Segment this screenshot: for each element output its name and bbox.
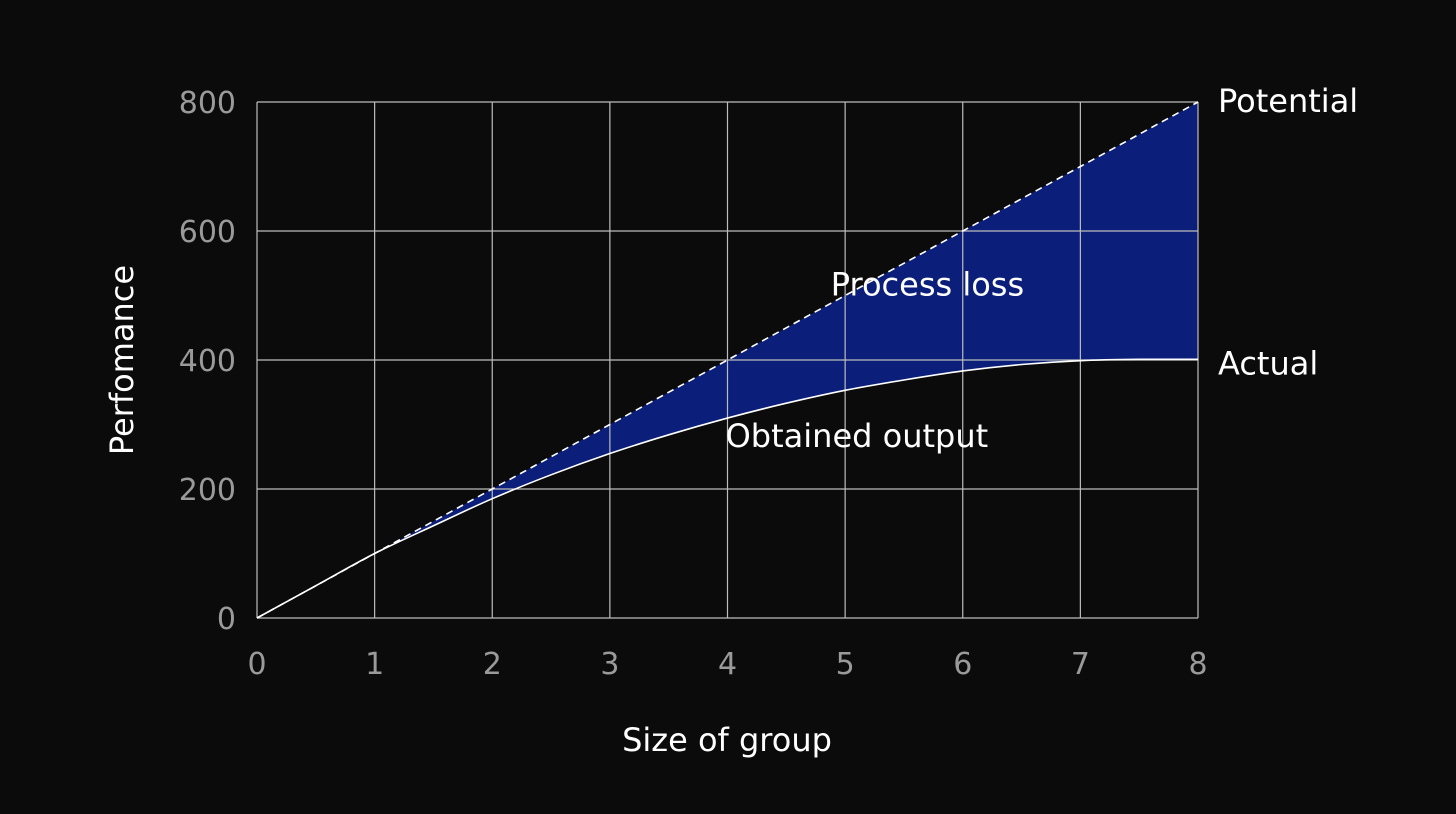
tick-labels: 0 1 2 3 4 5 6 7 8 0 200 400 600 800 (179, 86, 1208, 682)
y-tick-label-800: 800 (179, 86, 236, 121)
grid (256, 101, 1199, 619)
x-tick-label-2: 2 (483, 647, 502, 682)
y-tick-label-0: 0 (217, 602, 236, 637)
labels: Potential Actual Process loss Obtained outp… (726, 82, 1359, 455)
annotation-process-loss: Process loss (831, 266, 1024, 304)
y-tick-label-600: 600 (179, 215, 236, 250)
x-tick-label-1: 1 (365, 647, 384, 682)
y-axis-title: Perfomance (103, 265, 141, 455)
x-tick-label-4: 4 (718, 647, 737, 682)
series-label-actual: Actual (1218, 344, 1318, 382)
y-tick-label-400: 400 (179, 344, 236, 379)
x-tick-label-7: 7 (1071, 647, 1090, 682)
y-tick-label-200: 200 (179, 473, 236, 508)
x-tick-label-5: 5 (836, 647, 855, 682)
series-lines (256, 101, 1199, 619)
annotation-obtained-output: Obtained output (726, 417, 989, 455)
actual-line (256, 358, 1199, 619)
x-tick-label-0: 0 (247, 647, 266, 682)
x-axis-title: Size of group (622, 721, 832, 759)
x-tick-label-3: 3 (600, 647, 619, 682)
potential-line (256, 101, 1199, 619)
series-label-potential: Potential (1218, 82, 1358, 120)
x-tick-label-8: 8 (1188, 647, 1207, 682)
x-tick-label-6: 6 (953, 647, 972, 682)
